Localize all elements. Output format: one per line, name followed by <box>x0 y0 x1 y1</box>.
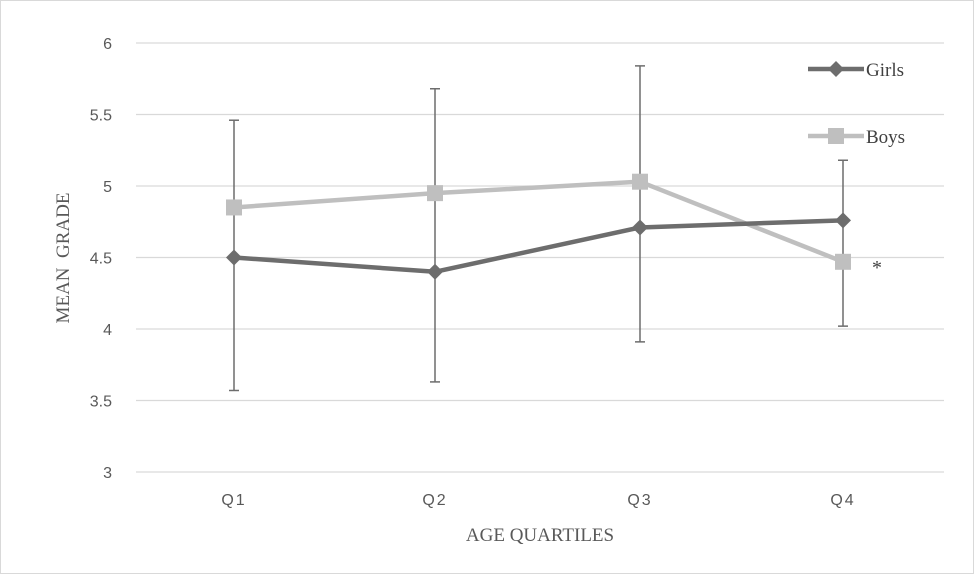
significance-marker: * <box>872 257 882 279</box>
y-tick-label: 4.5 <box>90 251 112 268</box>
y-tick-labels: 3 3.5 4 4.5 5 5.5 6 <box>90 36 112 482</box>
legend-label-girls: Girls <box>866 60 904 81</box>
y-axis-title: MEAN GRADE <box>53 193 74 324</box>
legend: Girls Boys <box>808 60 905 148</box>
data-point-girls <box>632 219 648 236</box>
data-point-boys <box>226 199 242 216</box>
series-lines <box>231 179 846 275</box>
data-point-girls <box>226 249 242 266</box>
annotations: * <box>872 257 882 279</box>
series-markers <box>226 173 851 280</box>
series-line-girls <box>231 218 846 275</box>
legend-marker-boys <box>828 128 844 144</box>
x-tick-labels: Q1 Q2 Q3 Q4 <box>221 492 855 509</box>
x-tick-label: Q3 <box>627 492 652 509</box>
data-point-girls <box>835 212 851 229</box>
data-point-boys <box>427 185 443 202</box>
y-tick-label: 5.5 <box>90 108 112 125</box>
data-point-boys <box>632 173 648 190</box>
x-tick-label: Q1 <box>221 492 246 509</box>
legend-marker-girls <box>828 61 844 77</box>
legend-label-boys: Boys <box>866 127 905 148</box>
y-tick-label: 5 <box>103 179 112 196</box>
x-axis-title: AGE QUARTILES <box>466 525 614 546</box>
data-point-boys <box>835 253 851 270</box>
y-tick-label: 3 <box>103 465 112 482</box>
x-tick-label: Q2 <box>422 492 447 509</box>
y-tick-label: 4 <box>103 322 112 339</box>
y-tick-label: 6 <box>103 36 112 53</box>
data-point-girls <box>427 263 443 280</box>
x-tick-label: Q4 <box>830 492 855 509</box>
y-tick-label: 3.5 <box>90 394 112 411</box>
